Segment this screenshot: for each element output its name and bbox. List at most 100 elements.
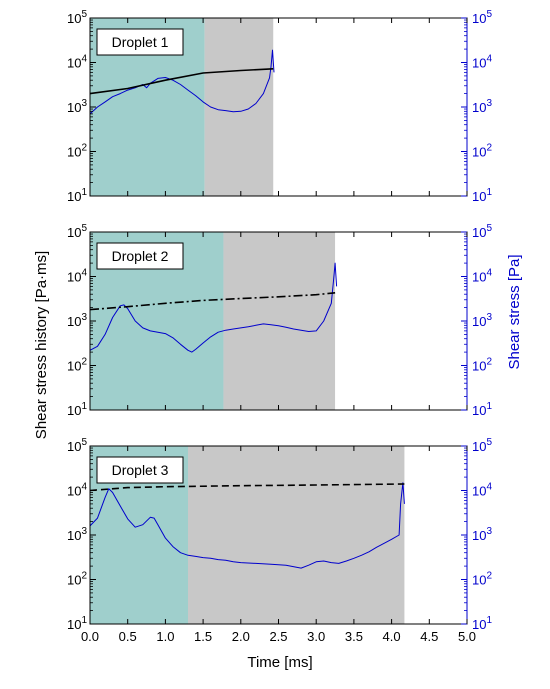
tick-exponent: 5 <box>486 437 492 448</box>
panel-3-left-tick-label: 105 <box>67 437 87 454</box>
x-tick-label: 0.5 <box>119 629 137 644</box>
x-tick-label: 5.0 <box>458 629 476 644</box>
panel-1-left-tick-label: 104 <box>67 54 87 71</box>
tick-base: 10 <box>67 528 81 543</box>
x-axis-title: Time [ms] <box>247 654 312 671</box>
tick-base: 10 <box>67 189 81 204</box>
tick-base: 10 <box>472 145 486 160</box>
x-tick-label: 0.0 <box>81 629 99 644</box>
tick-base: 10 <box>67 100 81 115</box>
panel-3-left-tick-label: 103 <box>67 526 87 543</box>
panel-2-left-tick-label: 101 <box>67 401 87 418</box>
tick-exponent: 1 <box>81 401 87 412</box>
tick-base: 10 <box>472 484 486 499</box>
tick-base: 10 <box>472 11 486 26</box>
tick-exponent: 5 <box>81 437 87 448</box>
panel-2-left-tick-label: 103 <box>67 312 87 329</box>
panel-1-legend-label: Droplet 1 <box>112 34 169 50</box>
panel-1-region-2 <box>204 18 274 196</box>
tick-exponent: 5 <box>81 223 87 234</box>
tick-exponent: 4 <box>81 482 87 493</box>
tick-base: 10 <box>472 314 486 329</box>
panel-2-left-tick-label: 104 <box>67 268 87 285</box>
panel-3-shear-stress-line <box>89 482 405 569</box>
tick-base: 10 <box>472 439 486 454</box>
tick-base: 10 <box>472 225 486 240</box>
panel-2-legend-box <box>96 242 184 270</box>
tick-base: 10 <box>67 439 81 454</box>
tick-exponent: 5 <box>81 9 87 20</box>
x-tick-label: 2.0 <box>232 629 250 644</box>
tick-base: 10 <box>472 100 486 115</box>
panel-2-right-tick-label: 104 <box>472 268 492 285</box>
tick-exponent: 3 <box>486 98 492 109</box>
tick-exponent: 3 <box>81 526 87 537</box>
panel-1-legend-box <box>96 28 184 56</box>
tick-exponent: 1 <box>486 401 492 412</box>
tick-base: 10 <box>472 617 486 632</box>
panel-3-left-tick-label: 104 <box>67 482 87 499</box>
tick-exponent: 1 <box>486 187 492 198</box>
panel-1-left-tick-label: 101 <box>67 187 87 204</box>
panel-3-left-tick-label: 102 <box>67 571 87 588</box>
tick-exponent: 2 <box>486 357 492 368</box>
tick-exponent: 4 <box>486 268 492 279</box>
tick-base: 10 <box>67 270 81 285</box>
tick-exponent: 2 <box>81 143 87 154</box>
panel-2-left-tick-label: 105 <box>67 223 87 240</box>
tick-base: 10 <box>67 145 81 160</box>
panel-2-region-2 <box>223 232 336 410</box>
tick-base: 10 <box>472 359 486 374</box>
left-axis-title: Shear stress history [Pa·ms] <box>33 251 50 439</box>
panel-1-left-tick-label: 103 <box>67 98 87 115</box>
panel-1-shear-stress-line <box>89 49 275 115</box>
tick-exponent: 4 <box>81 268 87 279</box>
tick-base: 10 <box>67 314 81 329</box>
tick-base: 10 <box>67 359 81 374</box>
tick-base: 10 <box>472 528 486 543</box>
panel-3-right-tick-label: 101 <box>472 615 492 632</box>
tick-exponent: 5 <box>486 223 492 234</box>
panel-2-shear-stress-history-line <box>89 292 336 311</box>
panel-2-right-tick-label: 105 <box>472 223 492 240</box>
tick-base: 10 <box>67 484 81 499</box>
panel-3-right-tick-label: 104 <box>472 482 492 499</box>
tick-base: 10 <box>67 11 81 26</box>
tick-exponent: 5 <box>486 9 492 20</box>
x-tick-label: 3.5 <box>345 629 363 644</box>
tick-exponent: 3 <box>81 98 87 109</box>
tick-base: 10 <box>472 270 486 285</box>
panel-1-left-tick-label: 105 <box>67 9 87 26</box>
panel-3-right-tick-label: 103 <box>472 526 492 543</box>
tick-base: 10 <box>67 617 81 632</box>
panel-1-right-tick-label: 102 <box>472 143 492 160</box>
panel-3-legend-label: Droplet 3 <box>112 462 169 478</box>
panel-3-shear-stress-history-line <box>89 483 405 492</box>
tick-base: 10 <box>67 56 81 71</box>
panel-2-left-tick-label: 102 <box>67 357 87 374</box>
panel-3-left-tick-label: 101 <box>67 615 87 632</box>
panel-1-right-tick-label: 101 <box>472 187 492 204</box>
tick-exponent: 4 <box>486 54 492 65</box>
tick-base: 10 <box>472 56 486 71</box>
tick-exponent: 4 <box>81 54 87 65</box>
tick-exponent: 1 <box>81 187 87 198</box>
panel-2-right-tick-label: 102 <box>472 357 492 374</box>
x-tick-label: 4.5 <box>420 629 438 644</box>
tick-exponent: 2 <box>81 357 87 368</box>
tick-base: 10 <box>67 403 81 418</box>
x-tick-label: 4.0 <box>383 629 401 644</box>
panel-3-region-2 <box>188 446 405 624</box>
x-tick-label: 2.5 <box>269 629 287 644</box>
panel-1-left-tick-label: 102 <box>67 143 87 160</box>
tick-base: 10 <box>67 225 81 240</box>
right-axis-title: Shear stress [Pa] <box>506 254 523 369</box>
x-tick-label: 1.0 <box>156 629 174 644</box>
tick-base: 10 <box>472 403 486 418</box>
panel-1-right-tick-label: 104 <box>472 54 492 71</box>
x-tick-label: 3.0 <box>307 629 325 644</box>
panel-2-legend-label: Droplet 2 <box>112 248 169 264</box>
tick-exponent: 1 <box>81 615 87 626</box>
